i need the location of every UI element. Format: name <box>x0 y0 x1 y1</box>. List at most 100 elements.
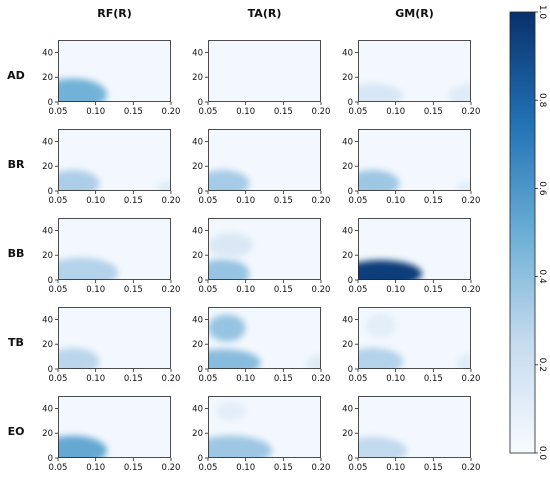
x-tick-label: 0.10 <box>236 196 255 206</box>
x-tick-label: 0.15 <box>124 374 143 384</box>
x-tick-label: 0.05 <box>49 285 68 295</box>
heat-blob <box>448 83 471 102</box>
x-tick-label: 0.05 <box>199 196 218 206</box>
heat-blob <box>208 314 246 342</box>
heat-blob <box>215 400 246 421</box>
heat-blob <box>208 232 254 258</box>
panel-frame <box>208 307 321 369</box>
row-header: AD <box>7 69 25 82</box>
panel-frame <box>208 129 321 191</box>
y-tick-label: 0 <box>48 365 53 375</box>
heat-blob <box>58 257 119 280</box>
x-tick-label: 0.20 <box>162 196 181 206</box>
y-tick-label: 0 <box>48 98 53 108</box>
panel-background <box>208 40 321 102</box>
heatmap-panel: 0.05 0.10 0.15 0.20 0 20 40 <box>192 396 330 473</box>
x-tick-label: 0.20 <box>312 285 331 295</box>
row-header: EO <box>8 425 25 438</box>
heat-blob <box>208 169 250 191</box>
panel-frame <box>208 396 321 458</box>
y-tick-label: 40 <box>42 48 53 58</box>
y-tick-label: 20 <box>342 162 353 172</box>
y-tick-label: 20 <box>42 73 53 83</box>
heatmap-panel: 0.05 0.10 0.15 0.20 0 20 40 <box>42 396 181 473</box>
panel-frame <box>358 396 471 458</box>
heat-blob <box>365 313 396 338</box>
heatmap-panel: 0.05 0.10 0.15 0.20 0 20 40 <box>342 396 480 473</box>
column-header: GM(R) <box>395 7 434 20</box>
x-tick-label: 0.10 <box>86 107 105 117</box>
x-tick-label: 0.15 <box>424 374 443 384</box>
heat-blob <box>208 258 250 280</box>
heat-blob <box>358 260 423 280</box>
x-tick-label: 0.15 <box>124 285 143 295</box>
y-tick-label: 0 <box>48 454 53 464</box>
heat-blob <box>455 354 471 369</box>
row-header: BR <box>8 158 25 171</box>
y-tick-label: 0 <box>348 454 353 464</box>
colorbar-tick-label: 0.6 <box>537 181 547 196</box>
x-tick-label: 0.20 <box>162 463 181 473</box>
x-tick-label: 0.05 <box>49 374 68 384</box>
colorbar-tick-label: 0.0 <box>537 446 547 461</box>
x-tick-label: 0.15 <box>424 285 443 295</box>
x-tick-label: 0.10 <box>86 463 105 473</box>
heat-blob <box>208 349 261 369</box>
panel-frame <box>208 218 321 280</box>
x-tick-label: 0.10 <box>386 107 405 117</box>
column-header: RF(R) <box>97 7 132 20</box>
column-header: TA(R) <box>248 7 282 20</box>
y-tick-label: 40 <box>42 315 53 325</box>
y-tick-label: 20 <box>192 429 203 439</box>
heat-blob <box>208 435 273 458</box>
panel-frame <box>358 218 471 280</box>
y-tick-label: 0 <box>198 365 203 375</box>
y-tick-label: 40 <box>192 404 203 414</box>
heatmap-panel: 0.05 0.10 0.15 0.20 0 20 40 <box>192 40 330 117</box>
y-tick-label: 20 <box>342 251 353 261</box>
x-tick-label: 0.15 <box>274 374 293 384</box>
x-tick-label: 0.10 <box>86 374 105 384</box>
y-tick-label: 0 <box>348 98 353 108</box>
heatmap-panel: 0.05 0.10 0.15 0.20 0 20 40 <box>42 129 181 206</box>
heatmap-panel: 0.05 0.10 0.15 0.20 0 20 40 <box>42 218 180 295</box>
y-tick-label: 40 <box>42 226 53 236</box>
row-header: BB <box>8 247 25 260</box>
x-tick-label: 0.15 <box>274 463 293 473</box>
y-tick-label: 40 <box>342 315 353 325</box>
x-tick-label: 0.05 <box>199 285 218 295</box>
panel-frame <box>58 307 171 369</box>
x-tick-label: 0.15 <box>124 196 143 206</box>
heat-blob <box>358 436 407 458</box>
x-tick-label: 0.05 <box>349 463 368 473</box>
x-tick-label: 0.10 <box>386 285 405 295</box>
y-tick-label: 0 <box>198 454 203 464</box>
x-tick-label: 0.15 <box>274 107 293 117</box>
x-tick-label: 0.05 <box>349 285 368 295</box>
row-header: TB <box>8 336 24 349</box>
x-tick-label: 0.15 <box>424 107 443 117</box>
x-tick-label: 0.15 <box>274 196 293 206</box>
y-tick-label: 20 <box>342 429 353 439</box>
x-tick-label: 0.10 <box>386 196 405 206</box>
y-tick-label: 20 <box>192 162 203 172</box>
colorbar: 0.0 0.2 0.4 0.6 0.8 1.0 <box>509 5 547 461</box>
y-tick-label: 0 <box>348 187 353 197</box>
x-tick-label: 0.20 <box>462 107 481 117</box>
x-tick-label: 0.10 <box>386 374 405 384</box>
heat-blob <box>358 347 404 369</box>
colorbar-tick-label: 0.8 <box>537 93 547 108</box>
y-tick-label: 40 <box>192 48 203 58</box>
y-tick-label: 20 <box>192 340 203 350</box>
y-tick-label: 20 <box>42 429 53 439</box>
y-tick-label: 0 <box>198 98 203 108</box>
y-tick-label: 40 <box>42 404 53 414</box>
x-tick-label: 0.10 <box>236 463 255 473</box>
colorbar-gradient <box>509 11 536 454</box>
y-tick-label: 40 <box>192 315 203 325</box>
heat-blob <box>58 78 107 102</box>
x-tick-label: 0.05 <box>199 107 218 117</box>
panel-frame <box>358 129 471 191</box>
y-tick-label: 40 <box>342 48 353 58</box>
